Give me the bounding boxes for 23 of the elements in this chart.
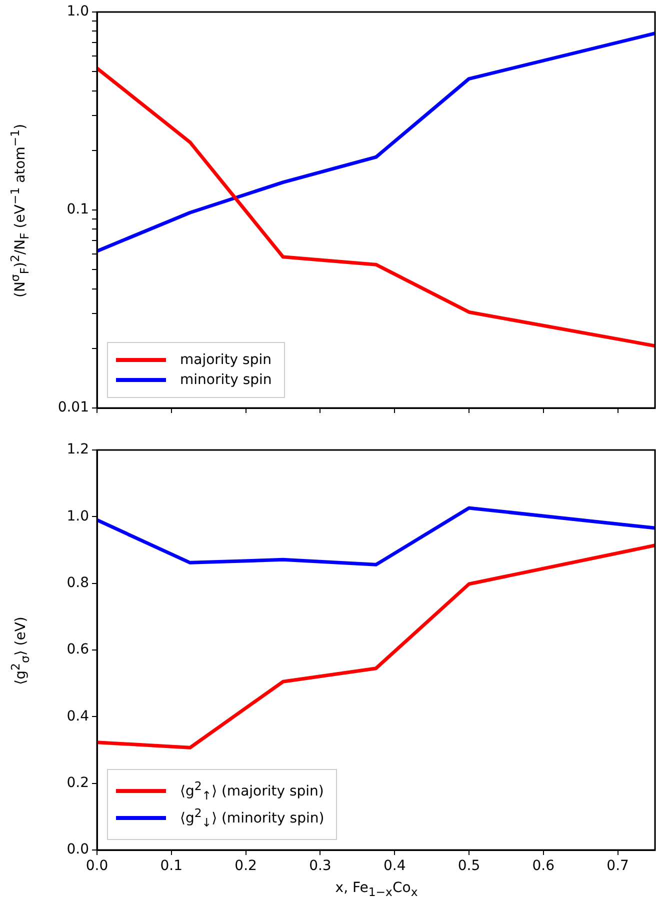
x-tick-label: 0.1: [160, 858, 183, 874]
x-tick-label: 0.3: [309, 858, 332, 874]
y-tick-label: 0.1: [66, 202, 89, 218]
y-tick-label: 0.0: [66, 842, 89, 858]
y-tick-label: 0.4: [66, 708, 90, 724]
y-tick-label: 0.01: [58, 400, 89, 416]
x-axis-title: x, Fe$_{1−x}$Co$_{x}$: [334, 880, 419, 899]
legend-label: minority spin: [180, 372, 272, 388]
legend-label: ⟨g$^{2}$$_{↑}$⟩ (majority spin): [180, 779, 324, 802]
x-tick-label: 0.6: [532, 858, 555, 874]
x-tick-label: 0.2: [234, 858, 257, 874]
legend-label: ⟨g$^{2}$$_{↓}$⟩ (minority spin): [180, 806, 324, 830]
legend-label: majority spin: [180, 352, 272, 368]
y-tick-label: 0.2: [66, 774, 89, 791]
y-tick-label: 0.6: [66, 642, 90, 658]
x-tick-label: 0.4: [383, 858, 406, 874]
y-tick-label: 0.8: [66, 574, 89, 591]
y-tick-label: 1.2: [66, 442, 89, 458]
x-tick-label: 0.7: [606, 858, 629, 874]
y-tick-label: 1.0: [66, 4, 89, 20]
x-tick-label: 0.5: [458, 858, 480, 874]
x-tick-label: 0.0: [86, 858, 108, 874]
y-tick-label: 1.0: [66, 508, 89, 524]
